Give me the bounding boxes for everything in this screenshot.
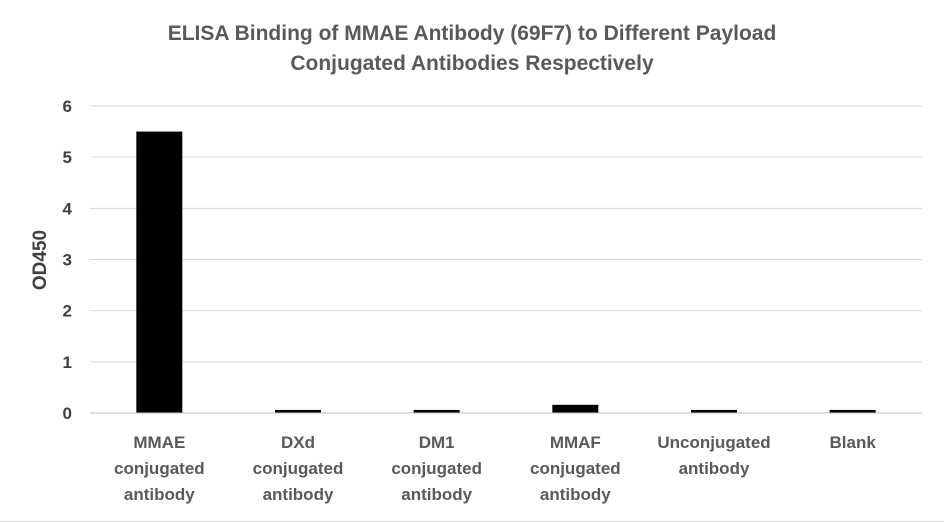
y-tick-label: 4 xyxy=(63,199,73,218)
x-category-label-line: MMAE xyxy=(133,433,185,452)
x-category-label: MMAE conjugated antibody xyxy=(114,433,205,504)
x-category-label: Unconjugated antibody xyxy=(657,433,770,478)
bar xyxy=(413,409,460,413)
x-category-label-line: DM1 xyxy=(419,433,455,452)
bars xyxy=(136,131,876,414)
x-category-label-line: Unconjugated xyxy=(657,433,770,452)
x-category-label: DM1 conjugated antibody xyxy=(391,433,482,504)
x-category-label-line: antibody xyxy=(401,485,472,504)
chart-title: ELISA Binding of MMAE Antibody (69F7) to… xyxy=(168,22,777,75)
x-category-label-line: antibody xyxy=(540,485,611,504)
x-category-label-line: antibody xyxy=(124,485,195,504)
y-tick-label: 0 xyxy=(63,404,72,423)
x-category-label-line: antibody xyxy=(679,459,750,478)
bar xyxy=(552,404,599,413)
gridlines xyxy=(90,105,922,363)
x-category-label-line: conjugated xyxy=(530,459,621,478)
x-category-label-line: conjugated xyxy=(114,459,205,478)
y-tick-label: 1 xyxy=(63,353,72,372)
y-tick-label: 3 xyxy=(63,251,72,270)
x-category-label: MMAF conjugated antibody xyxy=(530,433,621,504)
y-axis-ticks: 0 1 2 3 4 5 6 xyxy=(63,97,73,423)
x-category-label-line: antibody xyxy=(263,485,334,504)
bar xyxy=(829,409,876,413)
y-tick-label: 5 xyxy=(63,148,72,167)
bar xyxy=(691,409,737,413)
y-tick-label: 6 xyxy=(63,97,72,116)
x-category-label-line: DXd xyxy=(281,433,315,452)
x-category-label: DXd conjugated antibody xyxy=(253,433,344,504)
x-category-label-line: conjugated xyxy=(253,459,344,478)
x-category-label-line: Blank xyxy=(830,433,877,452)
x-category-label-line: MMAF xyxy=(550,433,601,452)
y-tick-label: 2 xyxy=(63,302,72,321)
bar xyxy=(136,131,183,414)
chart-title-line-2: Conjugated Antibodies Respectively xyxy=(290,52,654,75)
x-category-label: Blank xyxy=(830,433,877,452)
chart-title-line-1: ELISA Binding of MMAE Antibody (69F7) to… xyxy=(168,22,777,45)
x-category-label-line: conjugated xyxy=(391,459,482,478)
y-axis-label: OD450 xyxy=(30,230,51,290)
x-axis-category-labels: MMAE conjugated antibody DXd conjugated antib… xyxy=(114,433,876,504)
bar xyxy=(275,409,321,413)
